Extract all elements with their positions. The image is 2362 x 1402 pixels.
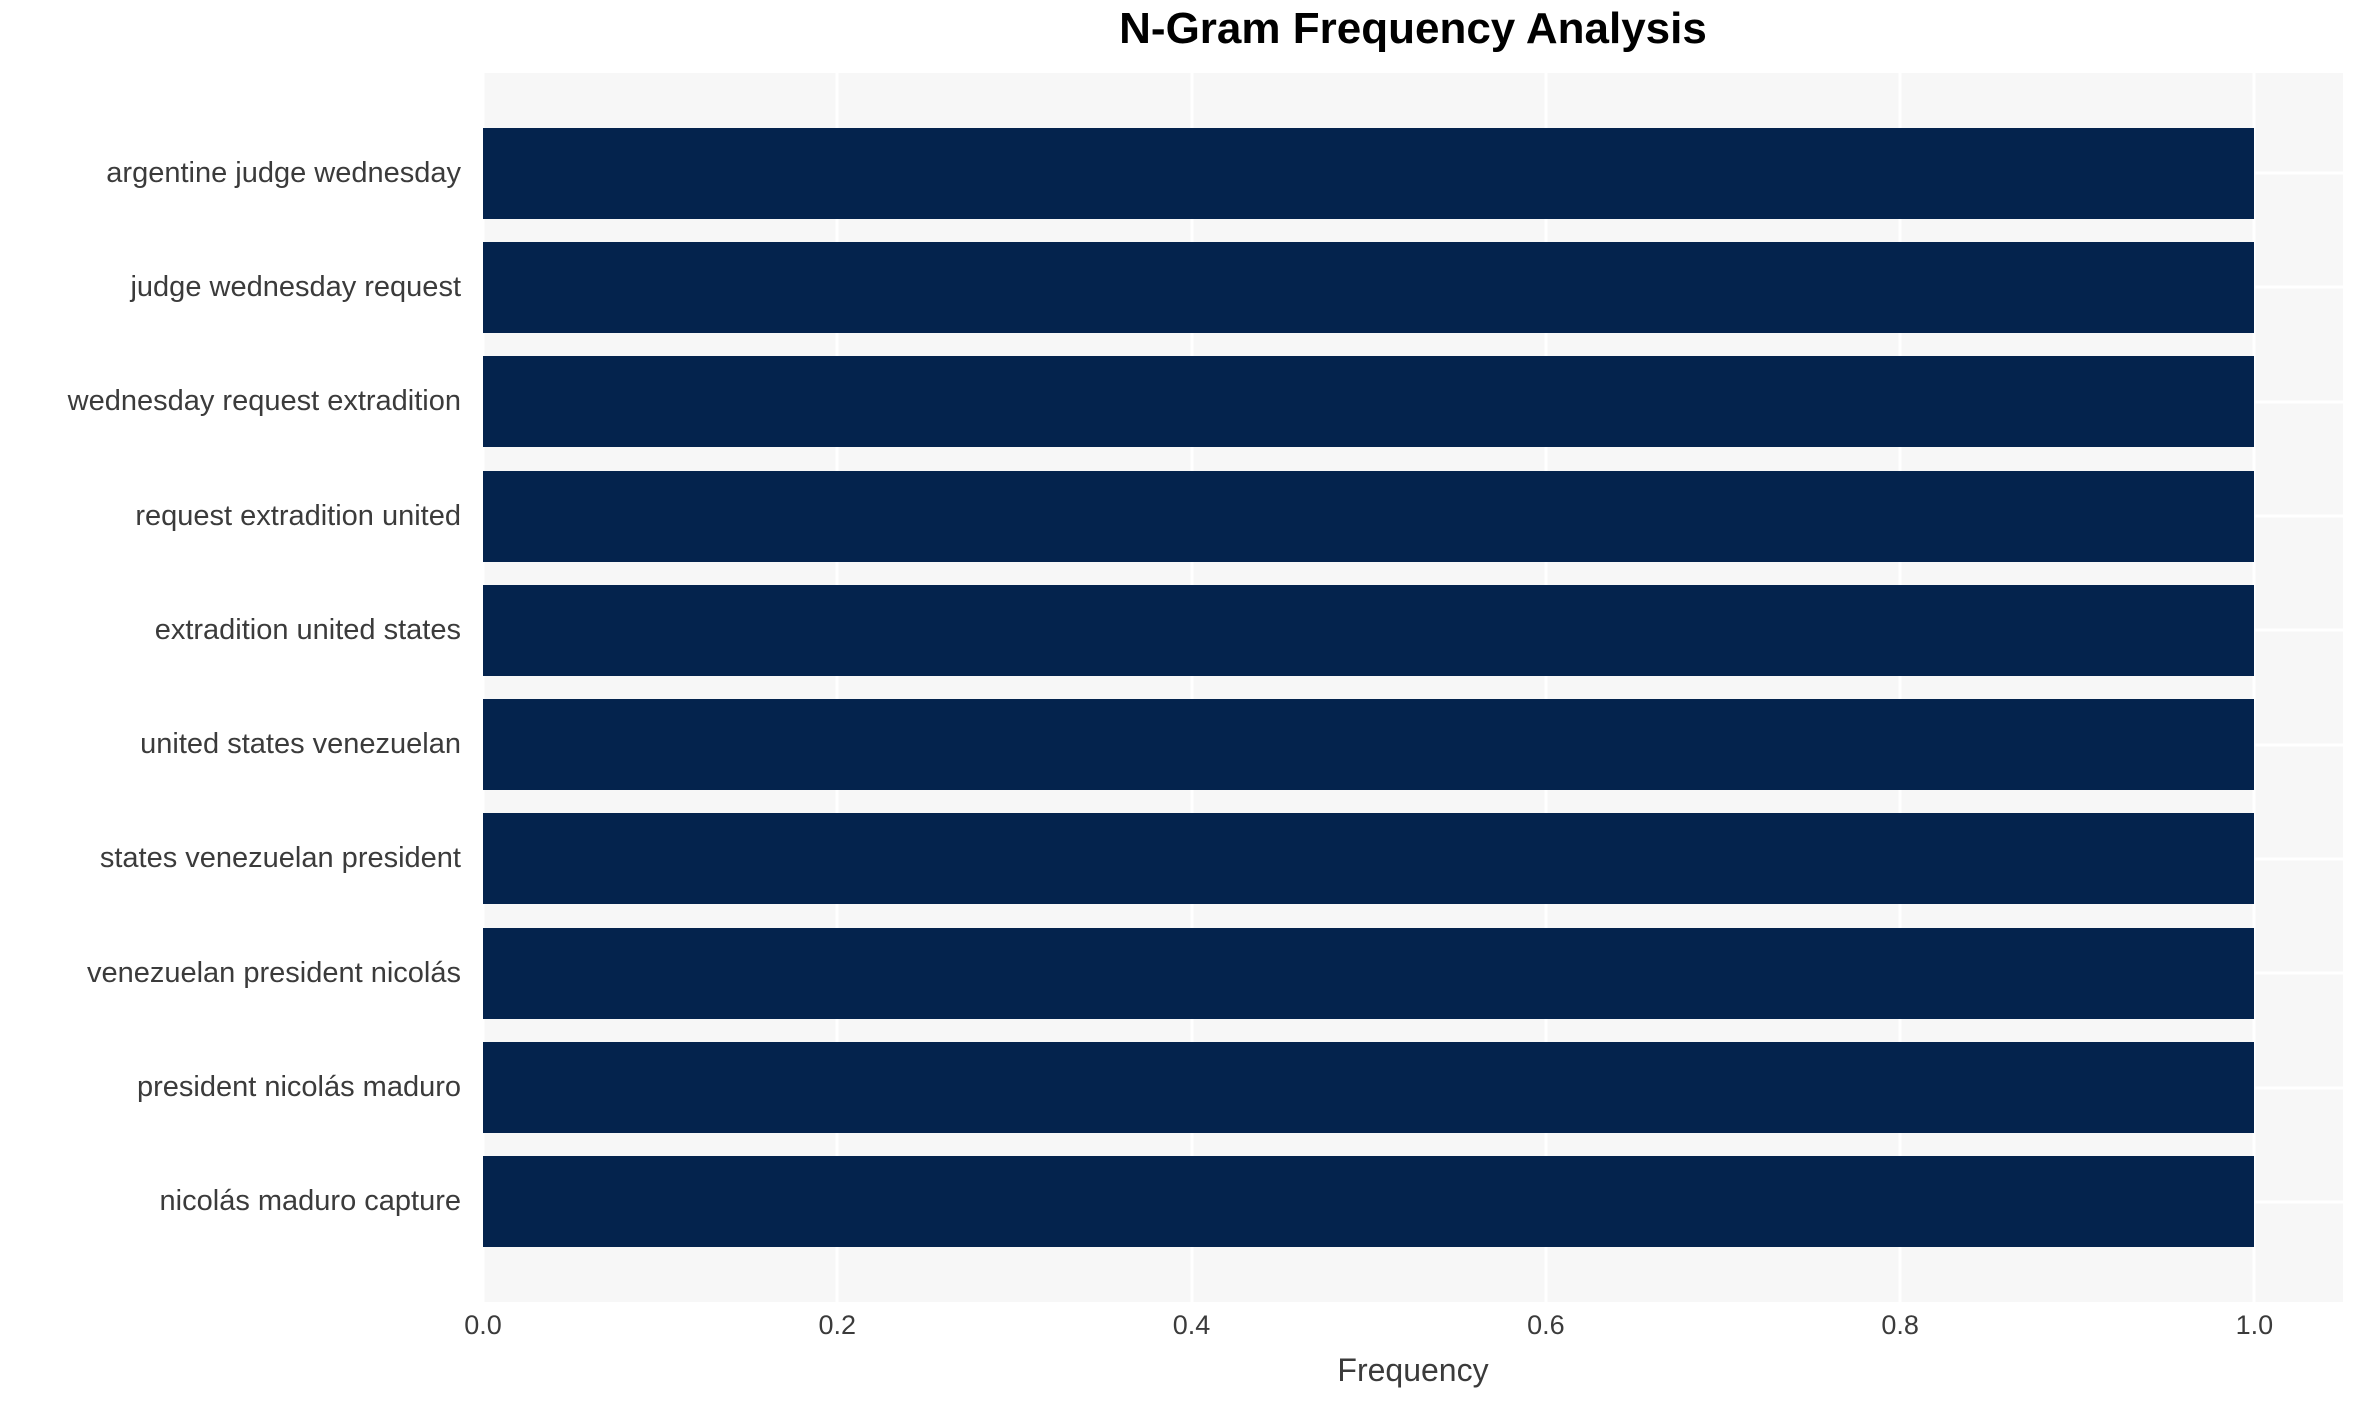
bar-row [483,459,2343,573]
frequency-bar [483,584,2255,676]
bar-row [483,916,2343,1030]
frequency-bar [483,1042,2255,1133]
bar-row [483,345,2343,459]
x-axis-tick-label: 0.6 [1527,1310,1565,1340]
y-axis-label: united states venezuelan [140,728,461,761]
gridline-vertical [1544,73,1548,1302]
frequency-bar [483,470,2255,562]
frequency-bar [483,1156,2255,1248]
x-axis-tick-label: 1.0 [2235,1310,2274,1340]
x-axis-title: Frequency [1337,1352,1489,1388]
y-axis-label: venezuelan president nicolás [86,956,461,989]
bar-row [483,1145,2343,1259]
gridline-vertical [2252,73,2256,1302]
bar-row [483,573,2343,687]
frequency-bar [483,699,2255,791]
x-axis-tick-label: 0.8 [1881,1310,1919,1340]
gridline-vertical [835,73,839,1302]
y-axis-labels: argentine judge wednesday judge wednesday… [0,73,473,1302]
frequency-bar [483,927,2255,1019]
x-axis-ticks: 0.0 0.2 0.4 0.6 0.8 1.0 [464,1310,2343,1344]
frequency-bar [483,127,2255,219]
bar-row [483,230,2343,344]
gridline-vertical [483,73,485,1302]
x-axis-tick-label: 0.2 [818,1310,857,1340]
y-axis-label: president nicolás maduro [136,1071,461,1104]
y-axis-label: judge wednesday request [130,270,461,303]
gridline-vertical [1898,73,1902,1302]
bar-row [483,116,2343,230]
y-axis-label: extradition united states [154,613,461,646]
x-axis-tick-label: 0.0 [464,1310,502,1340]
y-axis-label: argentine judge wednesday [106,156,461,189]
bar-row [483,687,2343,801]
frequency-bar [483,813,2255,905]
y-axis-label: wednesday request extradition [67,385,461,418]
bar-row [483,1030,2343,1144]
chart-title: N-Gram Frequency Analysis [1119,4,1707,53]
bar-rows [483,73,2343,1302]
y-axis-label: nicolás maduro capture [159,1185,461,1218]
bar-row [483,802,2343,916]
frequency-bar [483,356,2255,448]
y-axis-label: request extradition united [135,499,461,532]
x-axis-tick-label: 0.4 [1172,1310,1211,1340]
gridline-vertical [1190,73,1194,1302]
y-axis-label: states venezuelan president [99,842,461,875]
frequency-bar [483,241,2255,333]
